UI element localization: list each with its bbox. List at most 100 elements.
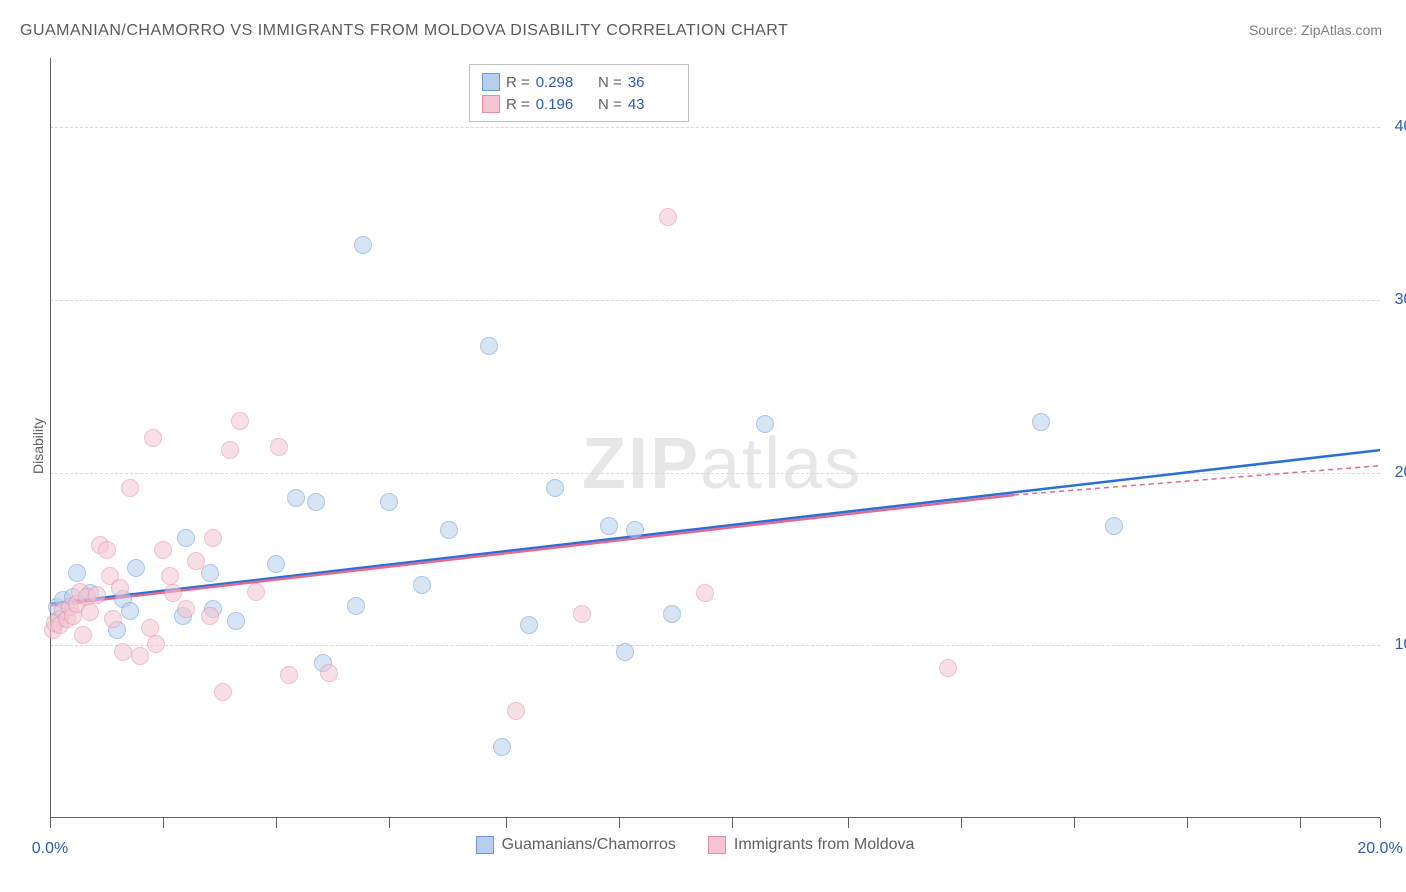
data-point <box>201 607 219 625</box>
chart-title: GUAMANIAN/CHAMORRO VS IMMIGRANTS FROM MO… <box>20 22 788 40</box>
x-tick <box>1300 818 1301 828</box>
legend-label: Immigrants from Moldova <box>734 836 915 854</box>
x-tick <box>619 818 620 828</box>
y-tick-label: 10.0% <box>1385 636 1406 654</box>
x-tick <box>276 818 277 828</box>
data-point <box>147 635 165 653</box>
data-point <box>440 521 458 539</box>
data-point <box>659 208 677 226</box>
data-point <box>347 597 365 615</box>
data-point <box>493 738 511 756</box>
data-point <box>104 610 122 628</box>
trend-overlay <box>50 58 1380 818</box>
x-tick <box>163 818 164 828</box>
trend-line-extrapolated <box>1014 466 1380 495</box>
data-point <box>88 586 106 604</box>
trend-line <box>50 495 1014 606</box>
data-point <box>201 564 219 582</box>
series-legend: Guamanians/Chamorros Immigrants from Mold… <box>476 836 915 854</box>
data-point <box>413 576 431 594</box>
n-value: 43 <box>628 96 676 113</box>
r-value: 0.298 <box>536 74 584 91</box>
x-tick-label: 0.0% <box>32 840 68 858</box>
data-point <box>616 643 634 661</box>
data-point <box>270 438 288 456</box>
source-label: Source: ZipAtlas.com <box>1249 22 1382 38</box>
data-point <box>480 337 498 355</box>
x-tick-label: 20.0% <box>1357 840 1402 858</box>
n-label: N = <box>590 74 622 91</box>
grid-line <box>50 127 1380 128</box>
data-point <box>546 479 564 497</box>
y-tick-label: 20.0% <box>1385 464 1406 482</box>
x-tick <box>389 818 390 828</box>
y-tick-label: 40.0% <box>1385 118 1406 136</box>
data-point <box>127 559 145 577</box>
data-point <box>267 555 285 573</box>
legend-stat-row: R = 0.298 N = 36 <box>482 71 676 93</box>
n-value: 36 <box>628 74 676 91</box>
data-point <box>68 564 86 582</box>
x-axis <box>50 817 1380 818</box>
data-point <box>81 603 99 621</box>
data-point <box>161 567 179 585</box>
x-tick <box>506 818 507 828</box>
data-point <box>177 600 195 618</box>
data-point <box>121 602 139 620</box>
legend-item: Guamanians/Chamorros <box>476 836 676 854</box>
x-tick <box>848 818 849 828</box>
x-tick <box>1187 818 1188 828</box>
data-point <box>507 702 525 720</box>
data-point <box>520 616 538 634</box>
data-point <box>1032 413 1050 431</box>
data-point <box>98 541 116 559</box>
grid-line <box>50 473 1380 474</box>
legend-label: Guamanians/Chamorros <box>502 836 676 854</box>
data-point <box>307 493 325 511</box>
legend-swatch <box>476 836 494 854</box>
watermark-light: atlas <box>700 424 862 504</box>
legend-item: Immigrants from Moldova <box>708 836 915 854</box>
data-point <box>204 529 222 547</box>
y-tick-label: 30.0% <box>1385 291 1406 309</box>
chart-container: GUAMANIAN/CHAMORRO VS IMMIGRANTS FROM MO… <box>0 0 1406 892</box>
data-point <box>663 605 681 623</box>
x-tick <box>1380 818 1381 828</box>
grid-line <box>50 300 1380 301</box>
data-point <box>287 489 305 507</box>
data-point <box>231 412 249 430</box>
data-point <box>626 521 644 539</box>
data-point <box>154 541 172 559</box>
data-point <box>320 664 338 682</box>
watermark-bold: ZIP <box>582 424 700 504</box>
n-label: N = <box>590 96 622 113</box>
r-value: 0.196 <box>536 96 584 113</box>
data-point <box>114 643 132 661</box>
data-point <box>131 647 149 665</box>
data-point <box>111 579 129 597</box>
r-label: R = <box>506 96 530 113</box>
legend-stat-row: R = 0.196 N = 43 <box>482 93 676 115</box>
grid-line <box>50 645 1380 646</box>
legend-swatch <box>482 73 500 91</box>
source-prefix: Source: <box>1249 22 1301 38</box>
watermark: ZIPatlas <box>582 423 862 505</box>
data-point <box>280 666 298 684</box>
source-value: ZipAtlas.com <box>1301 22 1382 38</box>
data-point <box>74 626 92 644</box>
legend-swatch <box>482 95 500 113</box>
x-tick <box>1074 818 1075 828</box>
plot-area: ZIPatlas 10.0%20.0%30.0%40.0% <box>50 58 1380 818</box>
r-label: R = <box>506 74 530 91</box>
data-point <box>573 605 591 623</box>
data-point <box>227 612 245 630</box>
y-axis <box>50 58 51 818</box>
data-point <box>121 479 139 497</box>
y-axis-label: Disability <box>30 418 46 474</box>
data-point <box>144 429 162 447</box>
data-point <box>214 683 232 701</box>
data-point <box>354 236 372 254</box>
x-tick <box>732 818 733 828</box>
data-point <box>177 529 195 547</box>
data-point <box>1105 517 1123 535</box>
